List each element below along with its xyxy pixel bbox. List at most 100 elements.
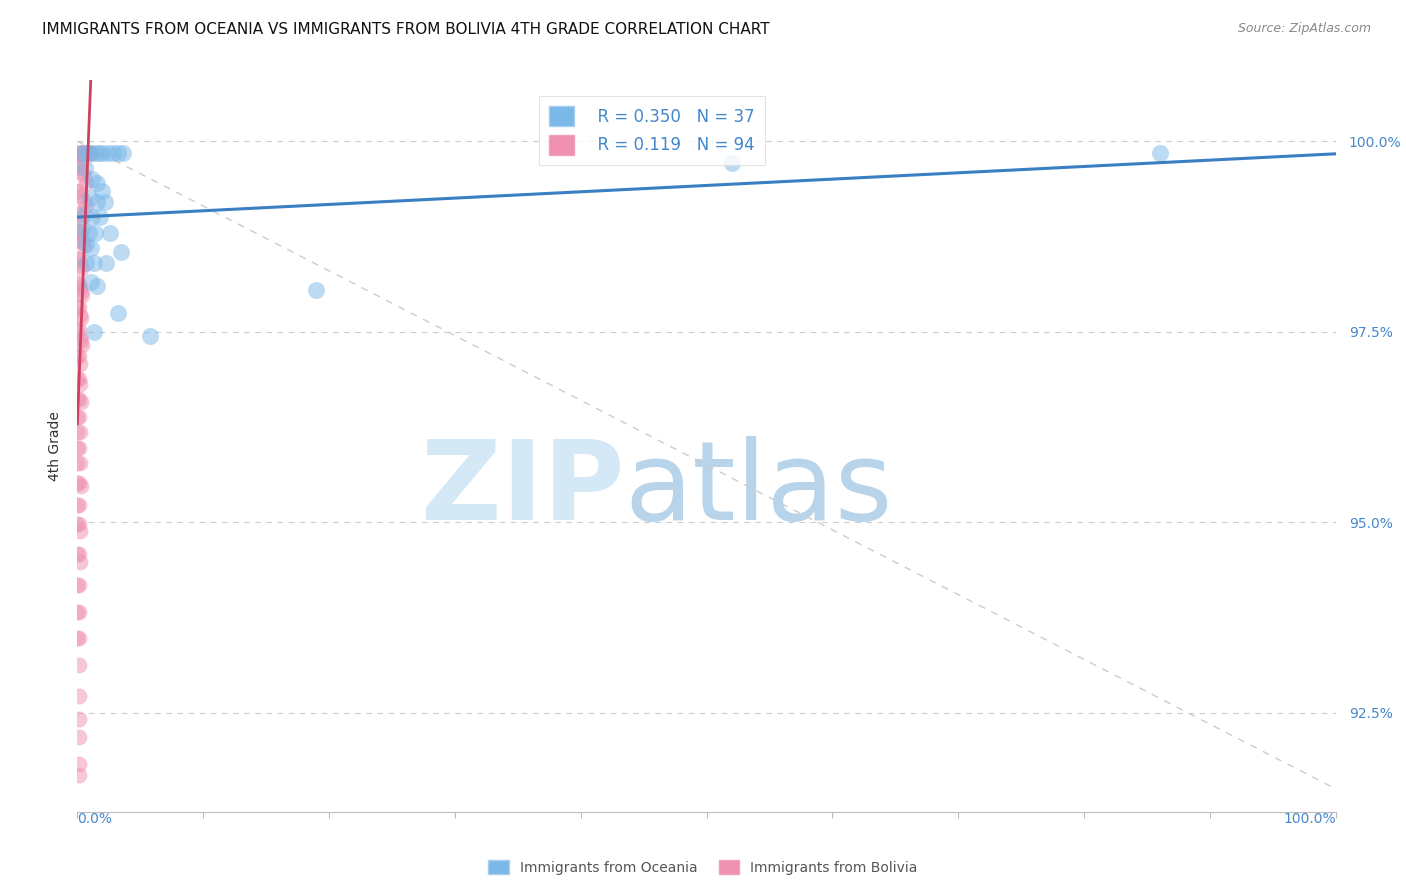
Point — [79, 191, 101, 205]
Point — [107, 145, 129, 160]
Point — [76, 145, 98, 160]
Point — [69, 280, 91, 294]
Point — [101, 145, 124, 160]
Point — [69, 331, 91, 345]
Point — [66, 392, 89, 406]
Point — [70, 189, 93, 203]
Point — [69, 425, 91, 440]
Point — [94, 195, 117, 210]
Point — [66, 372, 89, 386]
Point — [66, 206, 89, 220]
Point — [111, 145, 134, 160]
Point — [69, 161, 91, 175]
Point — [77, 226, 100, 240]
Point — [66, 547, 89, 561]
Point — [70, 478, 93, 492]
Point — [75, 176, 97, 190]
Text: 0.0%: 0.0% — [77, 812, 112, 826]
Point — [82, 211, 104, 225]
Point — [67, 631, 90, 645]
Point — [66, 301, 89, 315]
Point — [70, 310, 93, 325]
Point — [67, 577, 90, 591]
Point — [79, 145, 101, 160]
Point — [70, 164, 93, 178]
Point — [79, 145, 101, 160]
Point — [66, 159, 89, 173]
Point — [67, 516, 90, 531]
Point — [67, 159, 90, 173]
Text: 100.0%: 100.0% — [1284, 812, 1336, 826]
Point — [66, 605, 89, 619]
Point — [83, 256, 105, 270]
Point — [86, 195, 108, 210]
Point — [67, 206, 90, 220]
Point — [720, 155, 742, 169]
Point — [80, 275, 103, 289]
Point — [89, 211, 111, 225]
Point — [70, 285, 93, 299]
Point — [73, 145, 96, 160]
Point — [96, 256, 118, 270]
Point — [98, 226, 121, 240]
Point — [66, 631, 89, 645]
Point — [69, 227, 91, 242]
Point — [69, 145, 91, 160]
Point — [67, 145, 90, 160]
Point — [75, 145, 97, 160]
Point — [67, 301, 90, 315]
Point — [72, 194, 94, 208]
Point — [110, 244, 132, 259]
Point — [305, 283, 328, 297]
Point — [66, 475, 89, 490]
Point — [72, 145, 94, 160]
Point — [139, 328, 162, 343]
Point — [70, 394, 93, 409]
Point — [72, 145, 94, 160]
Point — [91, 145, 114, 160]
Point — [73, 161, 96, 175]
Point — [66, 349, 89, 363]
Point — [69, 258, 91, 272]
Point — [66, 425, 89, 440]
Point — [75, 199, 97, 213]
Point — [72, 288, 94, 302]
Point — [66, 456, 89, 470]
Text: Source: ZipAtlas.com: Source: ZipAtlas.com — [1237, 22, 1371, 36]
Text: IMMIGRANTS FROM OCEANIA VS IMMIGRANTS FROM BOLIVIA 4TH GRADE CORRELATION CHART: IMMIGRANTS FROM OCEANIA VS IMMIGRANTS FR… — [42, 22, 770, 37]
Point — [72, 235, 94, 249]
Point — [67, 768, 90, 782]
Point — [66, 499, 89, 513]
Point — [67, 372, 90, 386]
Point — [70, 211, 93, 226]
Point — [80, 241, 103, 255]
Point — [66, 224, 89, 238]
Point — [72, 222, 94, 236]
Point — [72, 145, 94, 160]
Point — [67, 547, 90, 561]
Point — [67, 441, 90, 455]
Point — [67, 605, 90, 619]
Point — [67, 349, 90, 363]
Point — [66, 577, 89, 591]
Point — [66, 323, 89, 337]
Point — [67, 252, 90, 267]
Point — [69, 555, 91, 569]
Point — [70, 262, 93, 277]
Text: 4th Grade: 4th Grade — [48, 411, 62, 481]
Point — [69, 357, 91, 371]
Point — [69, 524, 91, 539]
Point — [83, 325, 105, 339]
Point — [66, 516, 89, 531]
Point — [75, 145, 97, 160]
Point — [96, 145, 118, 160]
Point — [69, 376, 91, 391]
Point — [82, 145, 104, 160]
Point — [77, 145, 100, 160]
Point — [67, 499, 90, 513]
Point — [67, 757, 90, 772]
Point — [67, 730, 90, 744]
Point — [67, 323, 90, 337]
Point — [66, 252, 89, 267]
Point — [72, 239, 94, 253]
